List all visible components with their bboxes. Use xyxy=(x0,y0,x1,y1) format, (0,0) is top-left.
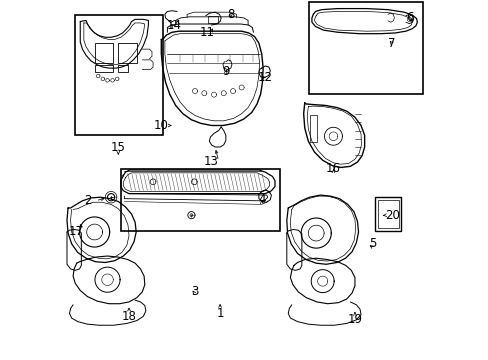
Text: 15: 15 xyxy=(111,140,125,153)
Text: 18: 18 xyxy=(122,310,136,324)
Text: 8: 8 xyxy=(227,8,234,21)
Text: 20: 20 xyxy=(384,209,399,222)
Text: 6: 6 xyxy=(406,12,413,24)
Bar xyxy=(94,64,113,72)
Text: 3: 3 xyxy=(191,285,198,298)
Text: 7: 7 xyxy=(387,36,395,50)
Bar xyxy=(94,43,113,63)
Text: 2: 2 xyxy=(83,194,91,207)
Bar xyxy=(121,168,279,231)
Bar xyxy=(308,3,422,94)
Bar xyxy=(118,43,137,63)
Bar xyxy=(75,15,163,135)
Text: 11: 11 xyxy=(199,26,214,39)
Text: 14: 14 xyxy=(167,19,182,32)
Text: 19: 19 xyxy=(347,312,362,326)
Text: 13: 13 xyxy=(203,155,219,168)
Bar xyxy=(118,64,128,72)
Text: 17: 17 xyxy=(69,225,84,238)
Text: 16: 16 xyxy=(325,162,340,175)
Text: 12: 12 xyxy=(257,71,272,84)
Bar xyxy=(377,200,398,228)
Text: 1: 1 xyxy=(216,307,224,320)
Bar xyxy=(309,115,316,141)
Bar xyxy=(375,197,400,231)
Text: 9: 9 xyxy=(222,65,229,78)
Bar xyxy=(207,16,218,23)
Text: 4: 4 xyxy=(258,193,265,206)
Text: 10: 10 xyxy=(154,119,168,132)
Text: 5: 5 xyxy=(368,237,376,250)
